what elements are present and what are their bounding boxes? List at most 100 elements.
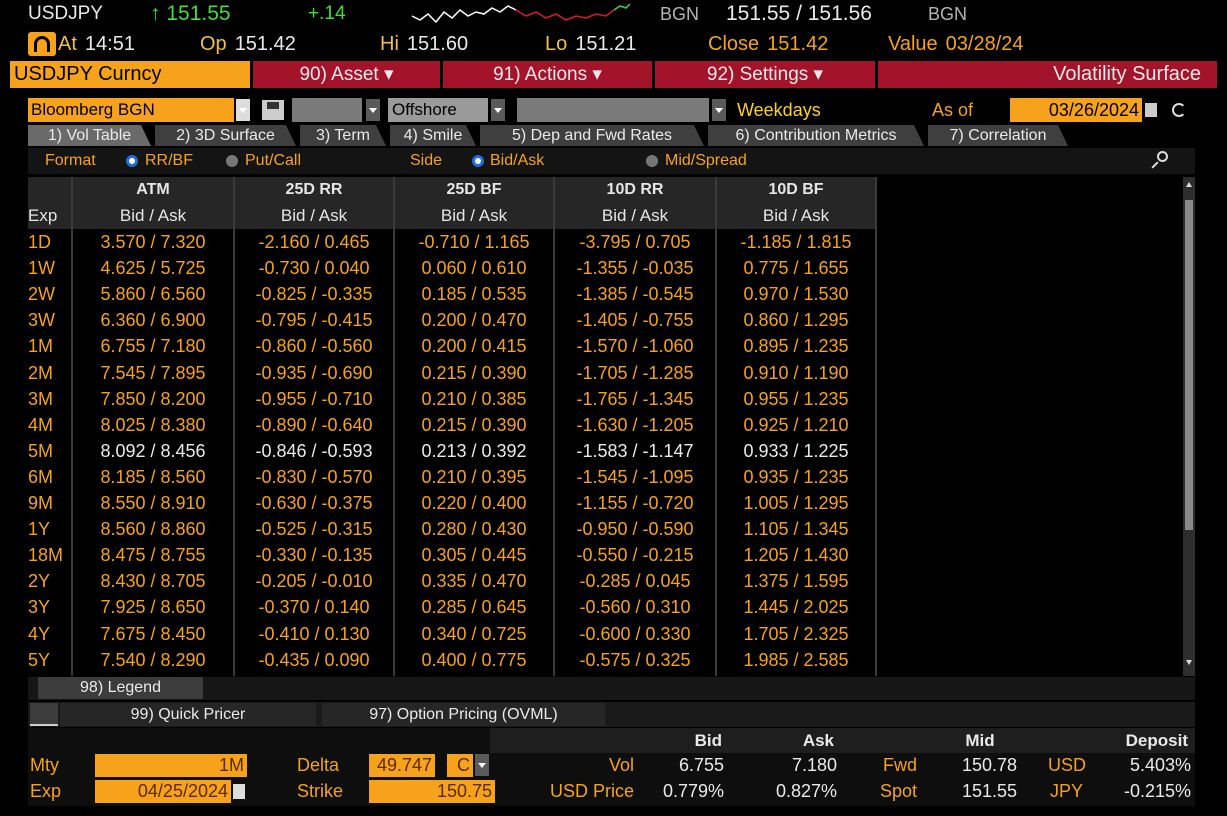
scroll-thumb[interactable] xyxy=(1185,200,1193,530)
dropdown-arrow[interactable] xyxy=(366,99,380,121)
vol-cell[interactable]: 1.375 / 1.595 xyxy=(743,571,849,592)
vol-cell[interactable]: -0.560 / 0.310 xyxy=(579,597,691,618)
vol-cell[interactable]: 0.910 / 1.190 xyxy=(743,362,849,383)
vol-cell[interactable]: 5.860 / 6.560 xyxy=(100,284,206,305)
vol-cell[interactable]: 0.280 / 0.430 xyxy=(421,519,527,540)
legend-button[interactable]: 98) Legend xyxy=(38,677,203,699)
radio[interactable] xyxy=(126,155,138,167)
vol-cell[interactable]: 0.925 / 1.210 xyxy=(743,414,849,435)
vol-cell[interactable]: 7.925 / 8.650 xyxy=(100,597,206,618)
vol-cell[interactable]: -1.570 / -1.060 xyxy=(576,336,694,357)
vol-cell[interactable]: 0.213 / 0.392 xyxy=(421,440,527,461)
vol-cell[interactable]: -0.370 / 0.140 xyxy=(258,597,370,618)
vol-cell[interactable]: 1.985 / 2.585 xyxy=(743,649,849,670)
vol-cell[interactable]: 0.060 / 0.610 xyxy=(421,258,527,279)
vol-cell[interactable]: -1.155 / -0.720 xyxy=(576,493,694,513)
vol-cell[interactable]: -0.285 / 0.045 xyxy=(579,571,691,592)
vol-cell[interactable]: -0.205 / -0.010 xyxy=(255,571,373,592)
vol-cell[interactable]: 8.185 / 8.560 xyxy=(100,466,206,487)
vol-cell[interactable]: 0.215 / 0.390 xyxy=(421,362,527,383)
vol-cell[interactable]: 0.210 / 0.385 xyxy=(421,388,527,409)
vol-cell[interactable]: 1.005 / 1.295 xyxy=(743,493,849,513)
vol-cell[interactable]: 0.220 / 0.400 xyxy=(421,493,527,513)
strike-input[interactable]: 150.75 xyxy=(369,780,495,803)
vol-cell[interactable]: 0.215 / 0.390 xyxy=(421,414,527,435)
vol-cell[interactable]: -0.830 / -0.570 xyxy=(255,466,373,487)
vol-cell[interactable]: 8.092 / 8.456 xyxy=(100,440,206,461)
as-of-date[interactable]: 03/26/2024 xyxy=(1010,98,1142,122)
calendar-icon[interactable] xyxy=(233,784,245,799)
vol-cell[interactable]: -0.330 / -0.135 xyxy=(255,545,373,566)
vol-cell[interactable]: -0.630 / -0.375 xyxy=(255,493,373,513)
vol-cell[interactable]: 0.935 / 1.235 xyxy=(743,466,849,487)
menu-button[interactable]: 91) Actions ▾ xyxy=(443,61,652,88)
vol-cell[interactable]: -0.710 / 1.165 xyxy=(418,232,530,252)
radio[interactable] xyxy=(472,155,484,167)
vol-cell[interactable]: 4.625 / 5.725 xyxy=(100,258,206,279)
vol-cell[interactable]: 3.570 / 7.320 xyxy=(100,232,206,252)
radio[interactable] xyxy=(646,155,658,167)
format-option[interactable]: RR/BF xyxy=(145,152,193,169)
option-pricing-button[interactable]: 97) Option Pricing (OVML) xyxy=(322,703,605,726)
vol-cell[interactable]: 6.360 / 6.900 xyxy=(100,310,206,331)
vol-cell[interactable]: 0.210 / 0.395 xyxy=(421,466,527,487)
vol-cell[interactable]: -0.435 / 0.090 xyxy=(258,649,370,670)
tab[interactable]: 5) Dep and Fwd Rates xyxy=(480,125,704,146)
zoom-icon[interactable] xyxy=(1150,150,1170,170)
vol-cell[interactable]: -1.630 / -1.205 xyxy=(576,414,694,435)
field[interactable] xyxy=(517,98,709,122)
vol-cell[interactable]: -1.583 / -1.147 xyxy=(576,440,694,461)
location-dropdown[interactable]: Offshore xyxy=(388,98,488,122)
tab[interactable]: 3) Term xyxy=(300,125,386,146)
vol-cell[interactable]: 0.305 / 0.445 xyxy=(421,545,527,566)
vol-cell[interactable]: 0.335 / 0.470 xyxy=(421,571,527,592)
vol-cell[interactable]: 1.205 / 1.430 xyxy=(743,545,849,566)
quick-pricer-button[interactable]: 99) Quick Pricer xyxy=(60,703,316,726)
security-box[interactable]: USDJPY Curncy xyxy=(10,61,250,88)
dropdown-arrow[interactable] xyxy=(491,99,505,121)
vol-cell[interactable]: 8.025 / 8.380 xyxy=(100,414,206,435)
vol-cell[interactable]: 1.105 / 1.345 xyxy=(743,519,849,540)
vol-cell[interactable]: 0.185 / 0.535 xyxy=(421,284,527,305)
side-option[interactable]: Bid/Ask xyxy=(490,152,545,169)
vol-cell[interactable]: -1.385 / -0.545 xyxy=(576,284,694,305)
vol-cell[interactable]: 1.705 / 2.325 xyxy=(743,623,849,644)
vol-cell[interactable]: 8.430 / 8.705 xyxy=(100,571,206,592)
vol-cell[interactable]: 0.775 / 1.655 xyxy=(743,258,849,279)
format-option[interactable]: Put/Call xyxy=(245,152,302,169)
vol-cell[interactable]: 0.200 / 0.415 xyxy=(421,336,527,357)
vol-cell[interactable]: -0.860 / -0.560 xyxy=(255,336,373,357)
vol-cell[interactable]: -0.935 / -0.690 xyxy=(255,362,373,383)
maturity-input[interactable]: 1M xyxy=(95,754,247,777)
tab[interactable]: 7) Correlation xyxy=(928,125,1068,146)
vol-cell[interactable]: -0.525 / -0.315 xyxy=(255,519,373,540)
menu-button[interactable]: 92) Settings ▾ xyxy=(655,61,875,88)
save-icon[interactable] xyxy=(262,100,284,120)
vol-cell[interactable]: -0.600 / 0.330 xyxy=(579,623,691,644)
vol-cell[interactable]: -1.765 / -1.345 xyxy=(576,388,694,409)
vol-cell[interactable]: 0.970 / 1.530 xyxy=(743,284,849,305)
vol-cell[interactable]: 7.540 / 8.290 xyxy=(100,649,206,670)
vol-cell[interactable]: 7.675 / 8.450 xyxy=(100,623,206,644)
vol-cell[interactable]: -1.185 / 1.815 xyxy=(740,232,852,252)
dropdown-arrow[interactable] xyxy=(236,99,250,121)
vol-cell[interactable]: -0.825 / -0.335 xyxy=(255,284,373,305)
vol-cell[interactable]: -0.550 / -0.215 xyxy=(576,545,694,566)
field[interactable] xyxy=(292,98,362,122)
delta-input[interactable]: 49.747 xyxy=(369,754,435,777)
tab[interactable]: 1) Vol Table xyxy=(28,125,151,146)
vol-cell[interactable]: -0.890 / -0.640 xyxy=(255,414,373,435)
vol-cell[interactable]: -0.955 / -0.710 xyxy=(255,388,373,409)
vol-cell[interactable]: 0.200 / 0.470 xyxy=(421,310,527,331)
vol-cell[interactable]: 7.545 / 7.895 xyxy=(100,362,206,383)
menu-button[interactable]: 90) Asset ▾ xyxy=(253,61,440,88)
vol-cell[interactable]: -0.730 / 0.040 xyxy=(258,258,370,279)
vol-cell[interactable]: 0.285 / 0.645 xyxy=(421,597,527,618)
call-put-input[interactable]: C xyxy=(447,754,473,777)
vol-cell[interactable]: -0.410 / 0.130 xyxy=(258,623,370,644)
vol-cell[interactable]: 7.850 / 8.200 xyxy=(100,388,206,409)
source-dropdown[interactable]: Bloomberg BGN xyxy=(28,98,234,122)
vol-cell[interactable]: 0.340 / 0.725 xyxy=(421,623,527,644)
tab[interactable]: 4) Smile xyxy=(390,125,476,146)
dropdown-arrow[interactable] xyxy=(712,99,726,121)
